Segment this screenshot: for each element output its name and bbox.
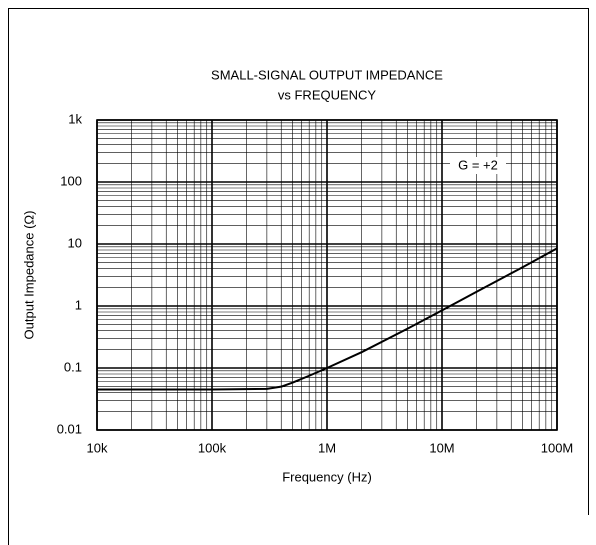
- annotation-background: [450, 157, 506, 174]
- frame: [8, 8, 589, 545]
- y-tick-label: 10: [68, 235, 82, 250]
- y-tick-label: 0.1: [64, 359, 82, 374]
- x-tick-label: 100k: [198, 440, 227, 455]
- y-axis-label: Output Impedance (Ω): [21, 211, 36, 340]
- plot-border: [96, 119, 558, 431]
- y-tick-label: 1k: [68, 111, 82, 126]
- y-tick-label: 1: [75, 297, 82, 312]
- y-tick-label: 0.01: [57, 421, 82, 436]
- y-tick-label: 100: [60, 173, 82, 188]
- x-axis-label: Frequency (Hz): [282, 469, 372, 484]
- x-tick-label: 10k: [87, 440, 108, 455]
- chart-title: SMALL-SIGNAL OUTPUT IMPEDANCE: [211, 67, 443, 82]
- x-tick-label: 100M: [541, 440, 574, 455]
- x-tick-label: 10M: [429, 440, 454, 455]
- chart-subtitle: vs FREQUENCY: [278, 87, 377, 102]
- x-tick-label: 1M: [318, 440, 336, 455]
- annotation: G = +2: [458, 157, 498, 172]
- line: [97, 247, 558, 391]
